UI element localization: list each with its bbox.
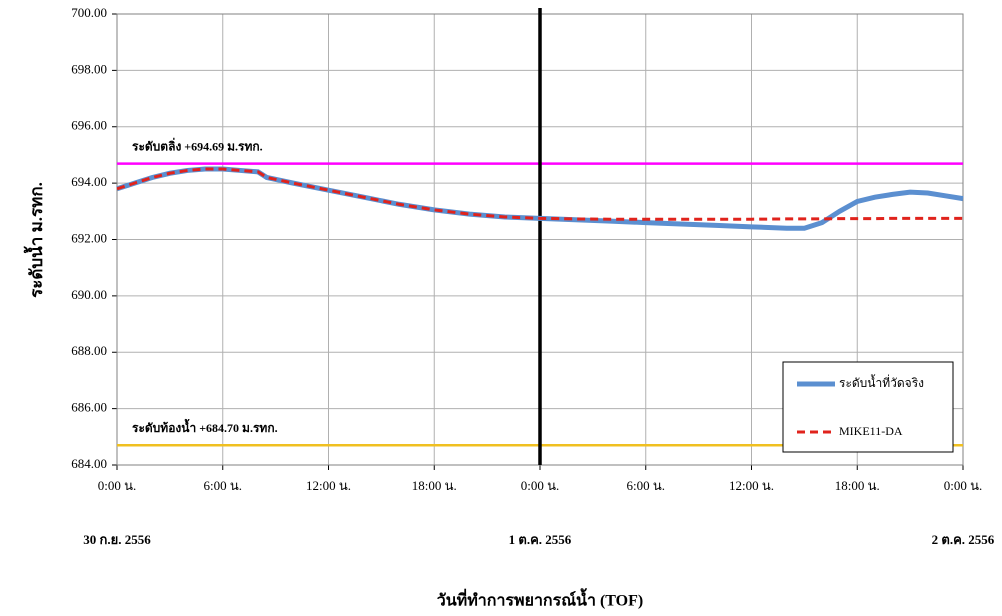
y-tick-label: 686.00 bbox=[71, 400, 107, 415]
x-tick-label: 6:00 น. bbox=[627, 478, 666, 493]
x-tick-label: 12:00 น. bbox=[306, 478, 351, 493]
y-tick-label: 700.00 bbox=[71, 5, 107, 20]
x-tick-label: 18:00 น. bbox=[835, 478, 880, 493]
legend-label: MIKE11-DA bbox=[839, 424, 903, 438]
date-label: 2 ต.ค. 2556 bbox=[932, 532, 995, 547]
y-tick-label: 696.00 bbox=[71, 118, 107, 133]
x-tick-label: 6:00 น. bbox=[204, 478, 243, 493]
date-label: 30 ก.ย. 2556 bbox=[83, 532, 151, 547]
legend-label: ระดับน้ำที่วัดจริง bbox=[839, 374, 924, 390]
y-tick-label: 688.00 bbox=[71, 343, 107, 358]
x-axis-label: วันที่ทำการพยากรณ์น้ำ (TOF) bbox=[437, 588, 643, 610]
y-tick-label: 694.00 bbox=[71, 174, 107, 189]
reference-label: ระดับตลิ่ง +694.69 ม.รทก. bbox=[132, 137, 263, 153]
reference-label: ระดับท้องน้ำ +684.70 ม.รทก. bbox=[132, 418, 278, 435]
x-tick-label: 18:00 น. bbox=[412, 478, 457, 493]
x-tick-label: 0:00 น. bbox=[98, 478, 137, 493]
x-tick-label: 12:00 น. bbox=[729, 478, 774, 493]
date-label: 1 ต.ค. 2556 bbox=[509, 532, 572, 547]
x-tick-label: 0:00 น. bbox=[944, 478, 983, 493]
legend bbox=[782, 361, 954, 453]
series-line bbox=[116, 167, 963, 221]
y-axis-label: ระดับน้ำ ม.รทก. bbox=[23, 182, 46, 298]
x-tick-label: 0:00 น. bbox=[521, 478, 560, 493]
y-tick-label: 692.00 bbox=[71, 230, 107, 245]
y-tick-label: 690.00 bbox=[71, 287, 107, 302]
y-tick-label: 698.00 bbox=[71, 61, 107, 76]
y-tick-label: 684.00 bbox=[71, 456, 107, 471]
